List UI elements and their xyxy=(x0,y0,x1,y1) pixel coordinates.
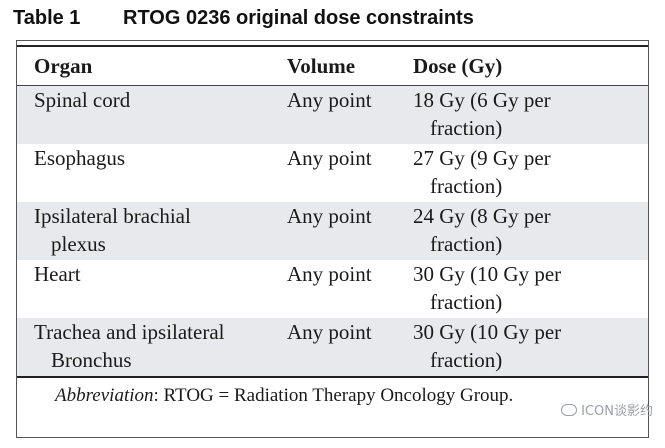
table-footnote: Abbreviation: RTOG = Radiation Therapy O… xyxy=(55,382,513,410)
dose-cell: 30 Gy (10 Gy per fraction) xyxy=(413,262,562,314)
dose-cell: 27 Gy (9 Gy per fraction) xyxy=(413,146,551,198)
table-row: Heart Any point 30 Gy (10 Gy per fraction… xyxy=(17,260,648,318)
table-number: Table 1 xyxy=(13,7,81,29)
footnote-text: : RTOG = Radiation Therapy Oncology Grou… xyxy=(153,385,514,406)
bottom-rule xyxy=(17,376,648,378)
header-dose: Dose (Gy) xyxy=(413,54,503,78)
wechat-icon xyxy=(561,404,578,416)
top-rule xyxy=(17,45,648,47)
volume-cell: Any point xyxy=(287,88,372,112)
table-row: Esophagus Any point 27 Gy (9 Gy per fract… xyxy=(17,144,648,202)
dose-cell: 24 Gy (8 Gy per fraction) xyxy=(413,204,551,256)
volume-cell: Any point xyxy=(287,204,372,228)
table-row: Spinal cord Any point 18 Gy (6 Gy per fra… xyxy=(17,86,648,144)
header-volume: Volume xyxy=(287,54,356,78)
dose-cell: 18 Gy (6 Gy per fraction) xyxy=(413,88,551,140)
organ-cell: Spinal cord xyxy=(34,88,131,112)
table-row: Ipsilateral brachial plexus Any point 24 … xyxy=(17,202,648,260)
table-caption: Table 1 RTOG 0236 original dose constrain… xyxy=(13,2,474,34)
organ-cell: Heart xyxy=(34,262,81,286)
header-rule xyxy=(17,85,648,86)
volume-cell: Any point xyxy=(287,262,372,286)
footnote-label: Abbreviation xyxy=(55,385,154,406)
organ-cell: Esophagus xyxy=(34,146,125,170)
watermark-text: ICON谈影约 xyxy=(581,404,653,419)
volume-cell: Any point xyxy=(287,146,372,170)
watermark: ICON谈影约 xyxy=(561,400,653,419)
table-header-row: Organ Volume Dose (Gy) xyxy=(17,46,648,86)
dose-cell: 30 Gy (10 Gy per fraction) xyxy=(413,320,562,372)
table-frame: Organ Volume Dose (Gy) Spinal cord Any p… xyxy=(16,40,649,438)
table-row: Trachea and ipsilateral Bronchus Any poin… xyxy=(17,318,648,376)
organ-cell: Ipsilateral brachial plexus xyxy=(34,204,191,256)
header-organ: Organ xyxy=(34,54,93,78)
organ-cell: Trachea and ipsilateral Bronchus xyxy=(34,320,225,372)
volume-cell: Any point xyxy=(287,320,372,344)
table-title: RTOG 0236 original dose constraints xyxy=(123,7,474,29)
